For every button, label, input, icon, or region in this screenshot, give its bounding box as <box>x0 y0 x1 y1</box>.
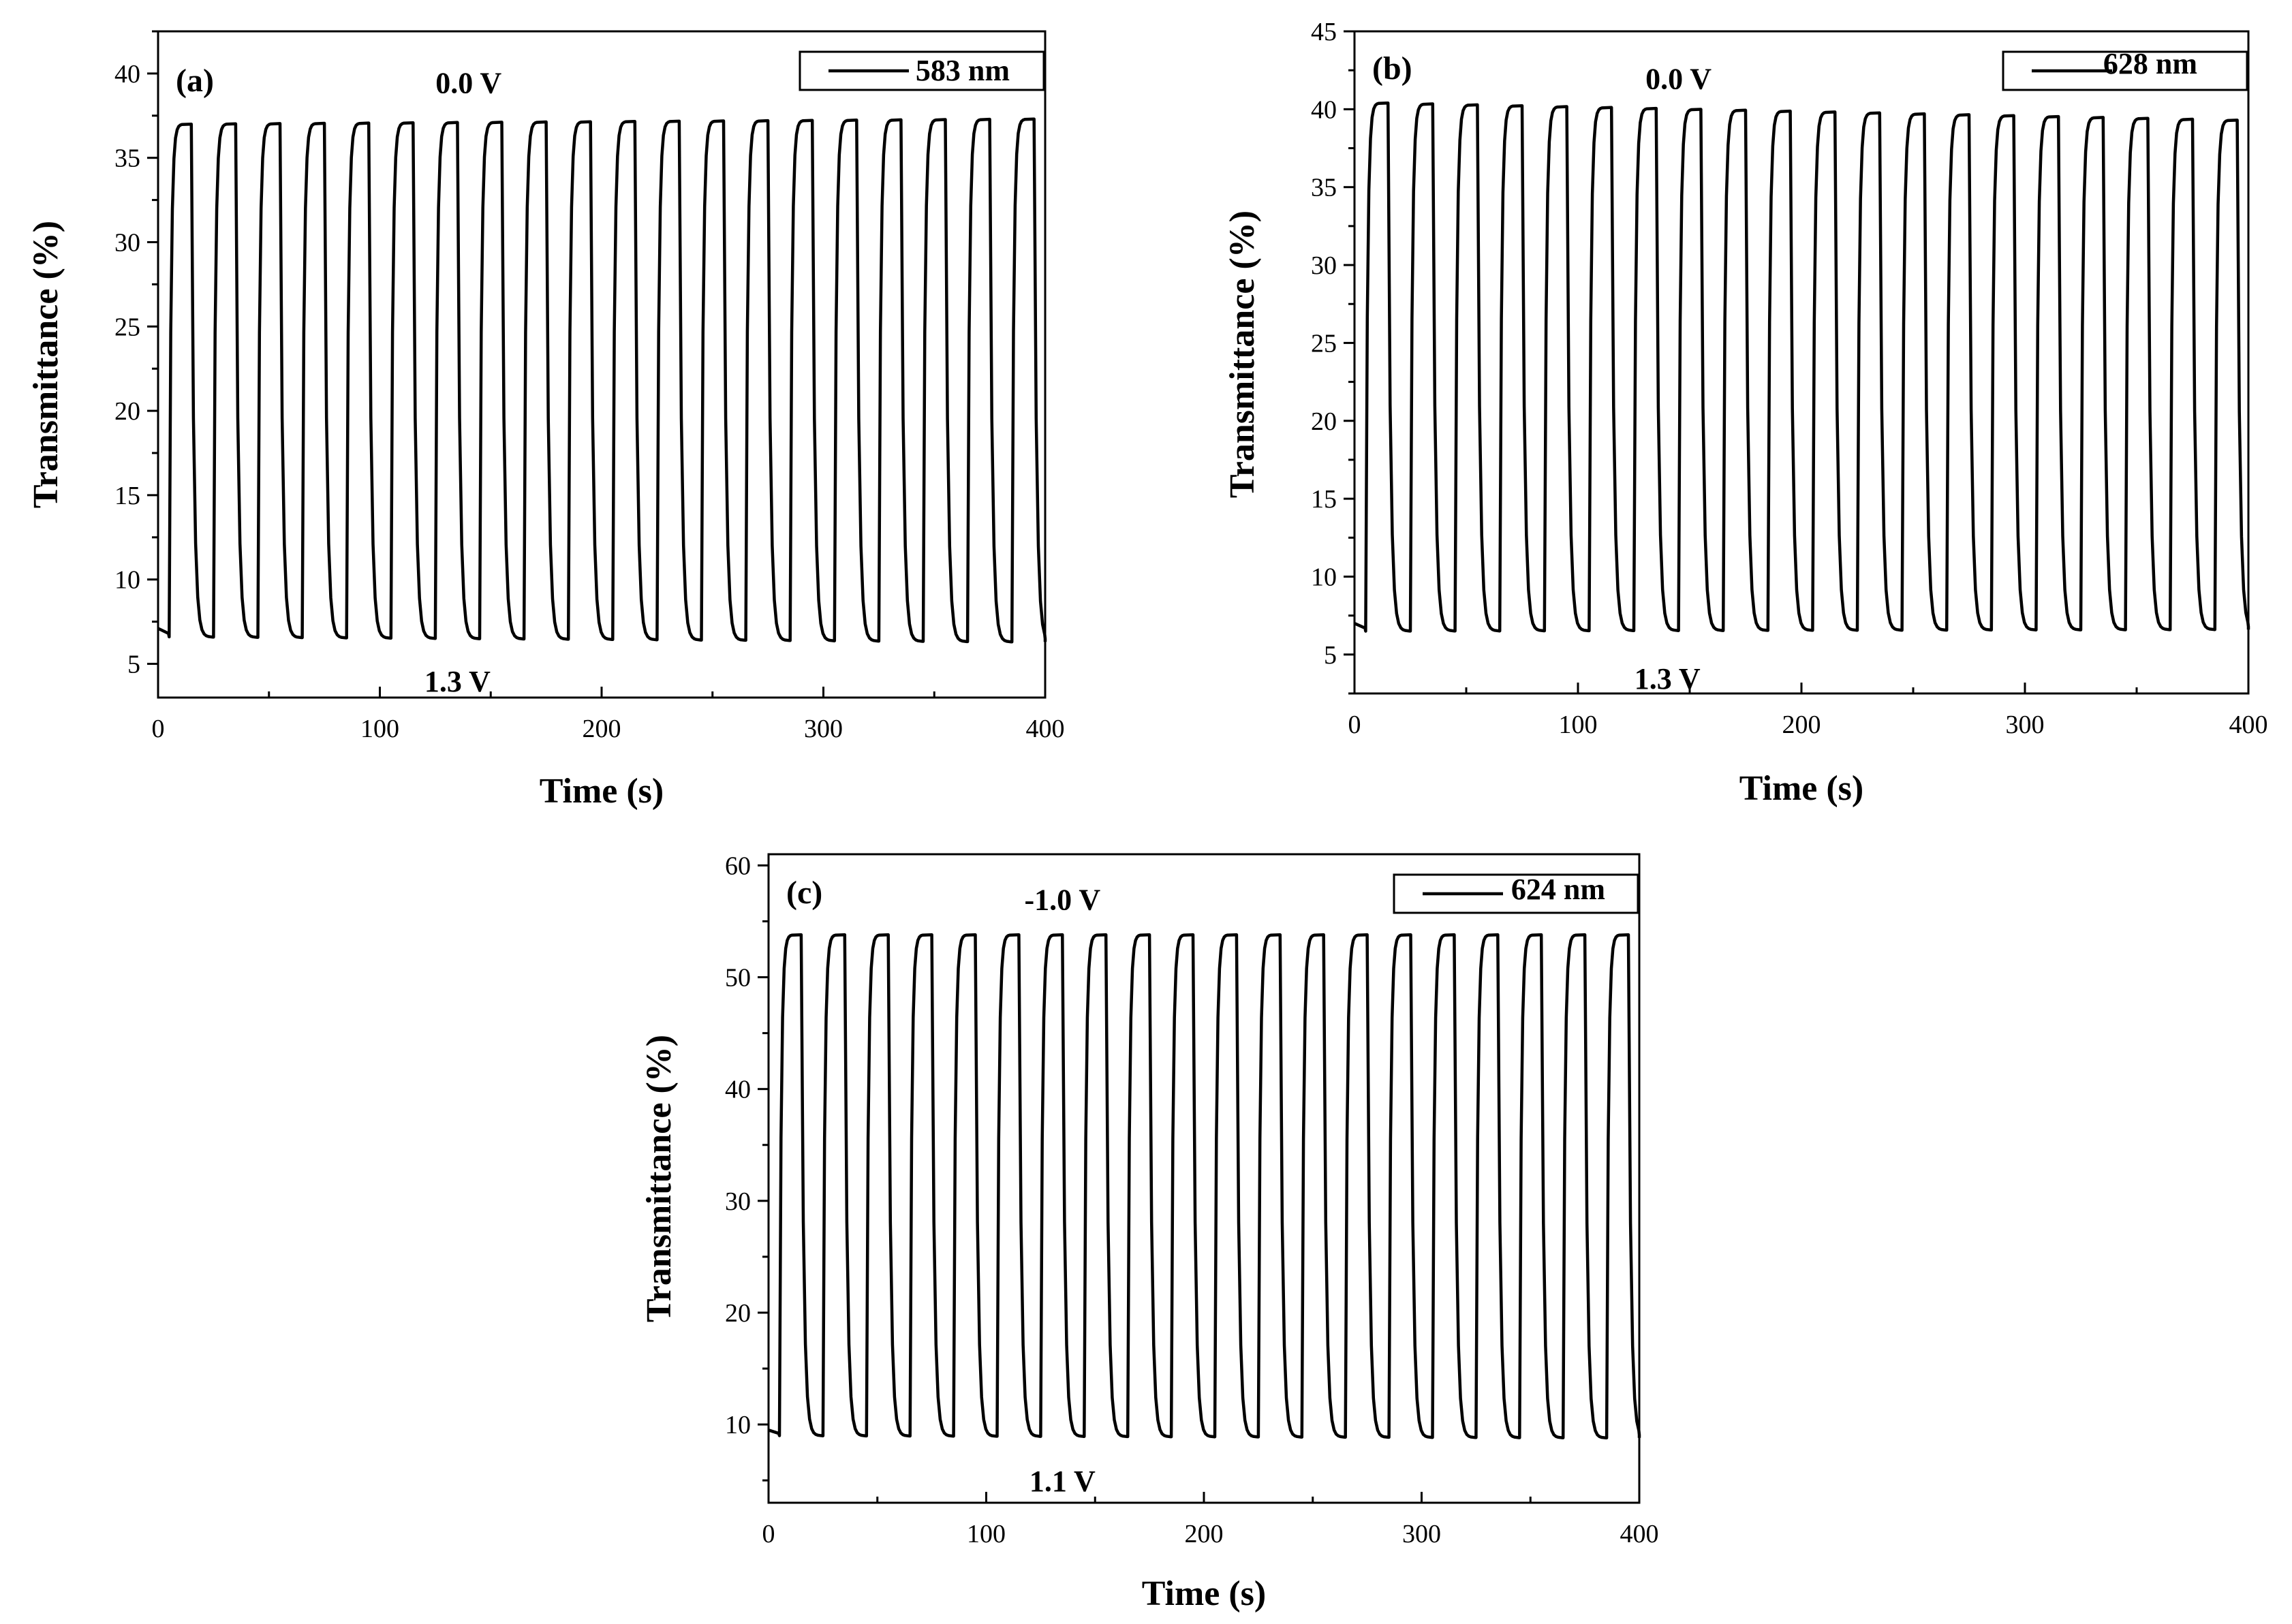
plot-frame <box>767 853 1641 1504</box>
x-tick-label: 200 <box>1782 710 1821 739</box>
y-tick-label: 5 <box>1324 641 1337 670</box>
x-tick-label: 200 <box>1185 1520 1224 1548</box>
y-axis-title-b: Transmittance (%) <box>1223 210 1262 498</box>
x-tick-label: 0 <box>762 1520 775 1548</box>
x-tick-label: 300 <box>2006 710 2045 739</box>
annotation-color-a: 1.3 V <box>424 665 491 698</box>
legend-label-a: 583 nm <box>916 54 1010 87</box>
y-tick-label: 50 <box>725 964 751 993</box>
x-tick-label: 400 <box>1026 715 1065 743</box>
x-tick-label: 100 <box>360 715 399 743</box>
y-axis-title-c: Transmittance (%) <box>640 1035 679 1322</box>
y-tick-label: 10 <box>725 1411 751 1439</box>
annotation-color-c: 1.1 V <box>1029 1465 1096 1498</box>
y-tick-label: 35 <box>1311 174 1337 202</box>
transmittance-trace <box>157 117 1047 644</box>
transmittance-trace <box>768 933 1641 1440</box>
y-tick-label: 25 <box>114 313 140 341</box>
x-tick-label: 100 <box>1559 710 1598 739</box>
x-axis-title-b: Time (s) <box>1739 769 1863 808</box>
y-tick-label: 40 <box>114 60 140 89</box>
y-tick-label: 20 <box>1311 407 1337 436</box>
x-tick-label: 100 <box>967 1520 1006 1548</box>
panel-b: 628 nm (b) Time (s) Transmittance (%) 0.… <box>1223 18 2268 808</box>
plot-frame <box>1353 30 2250 695</box>
transmittance-trace <box>1354 101 2250 633</box>
legend-label-b: 628 nm <box>2103 47 2197 80</box>
y-tick-label: 10 <box>1311 563 1337 591</box>
y-tick-label: 25 <box>1311 329 1337 358</box>
y-tick-label: 5 <box>127 650 140 678</box>
y-tick-label: 35 <box>114 144 140 173</box>
y-tick-label: 15 <box>1311 485 1337 514</box>
panel-label-b: (b) <box>1372 50 1412 87</box>
y-tick-label: 30 <box>725 1187 751 1216</box>
y-tick-label: 10 <box>114 566 140 595</box>
x-axis-title-c: Time (s) <box>1142 1574 1266 1613</box>
panel-label-a: (a) <box>176 63 214 99</box>
x-tick-label: 400 <box>2229 710 2268 739</box>
x-axis-title-a: Time (s) <box>540 772 664 811</box>
y-tick-label: 30 <box>1311 251 1337 280</box>
y-tick-label: 60 <box>725 852 751 880</box>
y-tick-label: 20 <box>114 397 140 426</box>
y-axis-title-a: Transmittance (%) <box>27 221 65 508</box>
x-tick-label: 400 <box>1620 1520 1659 1548</box>
annotation-bleach-a: 0.0 V <box>435 66 501 99</box>
y-tick-label: 40 <box>1311 95 1337 124</box>
x-tick-label: 0 <box>1348 710 1361 739</box>
x-tick-label: 300 <box>1402 1520 1441 1548</box>
panel-c: 624 nm (c) Time (s) Transmittance (%) -1… <box>640 852 1659 1613</box>
y-tick-label: 45 <box>1311 18 1337 46</box>
legend-label-c: 624 nm <box>1511 873 1605 906</box>
y-tick-label: 15 <box>114 482 140 510</box>
panel-a: 583 nm (a) Time (s) Transmittance (%) 0.… <box>27 30 1065 811</box>
annotation-bleach-c: -1.0 V <box>1025 884 1101 917</box>
x-tick-label: 300 <box>804 715 843 743</box>
panel-label-c: (c) <box>786 875 822 911</box>
plot-frame <box>157 30 1047 699</box>
y-tick-label: 30 <box>114 228 140 257</box>
y-tick-label: 20 <box>725 1299 751 1328</box>
annotation-bleach-b: 0.0 V <box>1645 63 1712 96</box>
x-tick-label: 0 <box>152 715 165 743</box>
y-tick-label: 40 <box>725 1076 751 1104</box>
x-tick-label: 200 <box>583 715 621 743</box>
